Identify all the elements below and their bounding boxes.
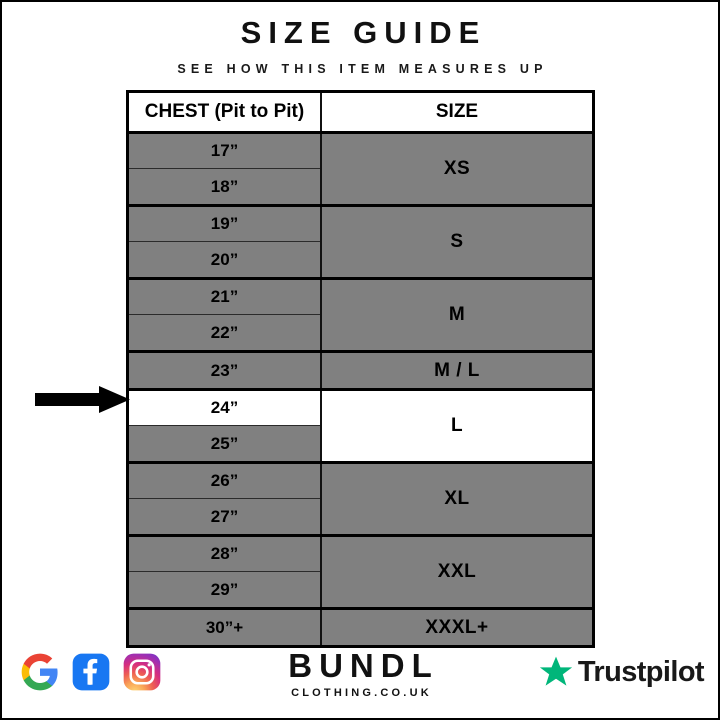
chest-cell: 19” (129, 207, 320, 242)
chest-cell: 22” (129, 315, 320, 350)
size-group: 17” 18” XS (129, 134, 592, 207)
page-footer: BUNDL CLOTHING.CO.UK Trustpilot (2, 647, 718, 709)
instagram-icon[interactable] (122, 652, 162, 692)
size-guide-table: CHEST (Pit to Pit) SIZE 17” 18” XS 19” 20” S 2… (126, 90, 595, 648)
size-group: 26” 27” XL (129, 464, 592, 537)
page-title: SIZE GUIDE (240, 15, 487, 50)
size-group: 24” 25” L (129, 391, 592, 464)
chest-measurement-cells: 24” 25” (129, 391, 322, 461)
size-group: 21” 22” M (129, 280, 592, 353)
chest-cell: 27” (129, 499, 320, 534)
size-cell: S (322, 207, 592, 277)
chest-cell: 29” (129, 572, 320, 607)
brand-domain: CLOTHING.CO.UK (291, 687, 432, 699)
size-group: 28” 29” XXL (129, 537, 592, 610)
chest-measurement-cells: 30”+ (129, 610, 322, 645)
chest-measurement-cells: 19” 20” (129, 207, 322, 277)
size-group: 19” 20” S (129, 207, 592, 280)
size-cell: XXL (322, 537, 592, 607)
chest-measurement-cells: 26” 27” (129, 464, 322, 534)
chest-cell: 21” (129, 280, 320, 315)
size-cell: M (322, 280, 592, 350)
social-links (20, 652, 162, 692)
trustpilot-wordmark: Trustpilot (577, 655, 705, 688)
size-group: 30”+ XXXL+ (129, 610, 592, 645)
size-cell-highlighted: L (322, 391, 592, 461)
size-cell: M / L (322, 353, 592, 388)
google-icon[interactable] (20, 652, 60, 692)
page-subtitle: SEE HOW THIS ITEM MEASURES UP (177, 62, 548, 77)
chest-cell: 26” (129, 464, 320, 499)
trustpilot-logo[interactable]: Trustpilot (539, 655, 705, 689)
chest-cell: 17” (129, 134, 320, 169)
column-header-chest: CHEST (Pit to Pit) (129, 93, 322, 131)
chest-measurement-cells: 21” 22” (129, 280, 322, 350)
table-body: 17” 18” XS 19” 20” S 21” 22” M 23” M / L 24” 25” L 26”… (129, 134, 592, 645)
chest-cell-highlighted: 24” (129, 391, 320, 426)
size-group: 23” M / L (129, 353, 592, 391)
size-cell: XXXL+ (322, 610, 592, 645)
facebook-icon[interactable] (71, 652, 111, 692)
page-header: SIZE GUIDE SEE HOW THIS ITEM MEASURES UP (2, 15, 718, 77)
trustpilot-star-icon (539, 655, 573, 689)
chest-cell: 25” (129, 426, 320, 461)
chest-cell: 20” (129, 242, 320, 277)
chest-measurement-cells: 23” (129, 353, 322, 388)
brand-logo: BUNDL CLOTHING.CO.UK (281, 649, 438, 699)
table-header-row: CHEST (Pit to Pit) SIZE (129, 93, 592, 134)
chest-cell: 23” (129, 353, 320, 388)
highlight-arrow-icon (35, 386, 130, 413)
brand-name: BUNDL (288, 647, 439, 684)
chest-cell: 18” (129, 169, 320, 204)
chest-cell: 28” (129, 537, 320, 572)
size-cell: XL (322, 464, 592, 534)
column-header-size: SIZE (435, 101, 479, 122)
chest-cell: 30”+ (129, 610, 320, 645)
chest-measurement-cells: 17” 18” (129, 134, 322, 204)
chest-measurement-cells: 28” 29” (129, 537, 322, 607)
size-cell: XS (322, 134, 592, 204)
